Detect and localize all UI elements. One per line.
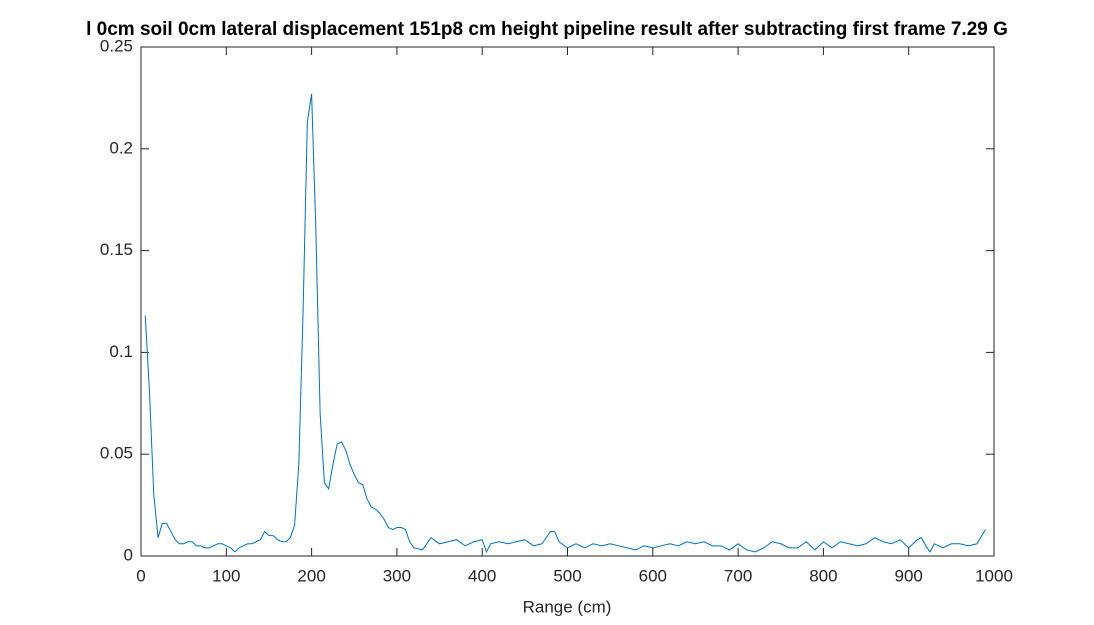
x-tick-label: 700 bbox=[724, 566, 752, 585]
y-tick-label: 0.15 bbox=[100, 240, 133, 259]
x-tick-label: 900 bbox=[895, 566, 923, 585]
x-tick-label: 300 bbox=[383, 566, 411, 585]
data-line bbox=[144, 93, 986, 554]
y-tick-label: 0.05 bbox=[100, 444, 133, 463]
x-tick-label: 1000 bbox=[975, 566, 1013, 585]
y-tick-label: 0 bbox=[124, 545, 133, 564]
y-tick-label: 0.25 bbox=[100, 36, 133, 55]
plot-area bbox=[140, 46, 995, 557]
x-tick-label: 400 bbox=[468, 566, 496, 585]
x-tick-label: 600 bbox=[639, 566, 667, 585]
y-tick-label: 0.2 bbox=[109, 138, 133, 157]
x-tick-label: 0 bbox=[136, 566, 145, 585]
x-tick-label: 100 bbox=[212, 566, 240, 585]
x-tick-label: 200 bbox=[297, 566, 325, 585]
x-tick-label: 800 bbox=[809, 566, 837, 585]
y-tick-label: 0.1 bbox=[109, 342, 133, 361]
x-axis-label: Range (cm) bbox=[523, 597, 612, 616]
chart-title: l 0cm soil 0cm lateral displacement 151p… bbox=[86, 19, 1008, 40]
x-tick-label: 500 bbox=[553, 566, 581, 585]
